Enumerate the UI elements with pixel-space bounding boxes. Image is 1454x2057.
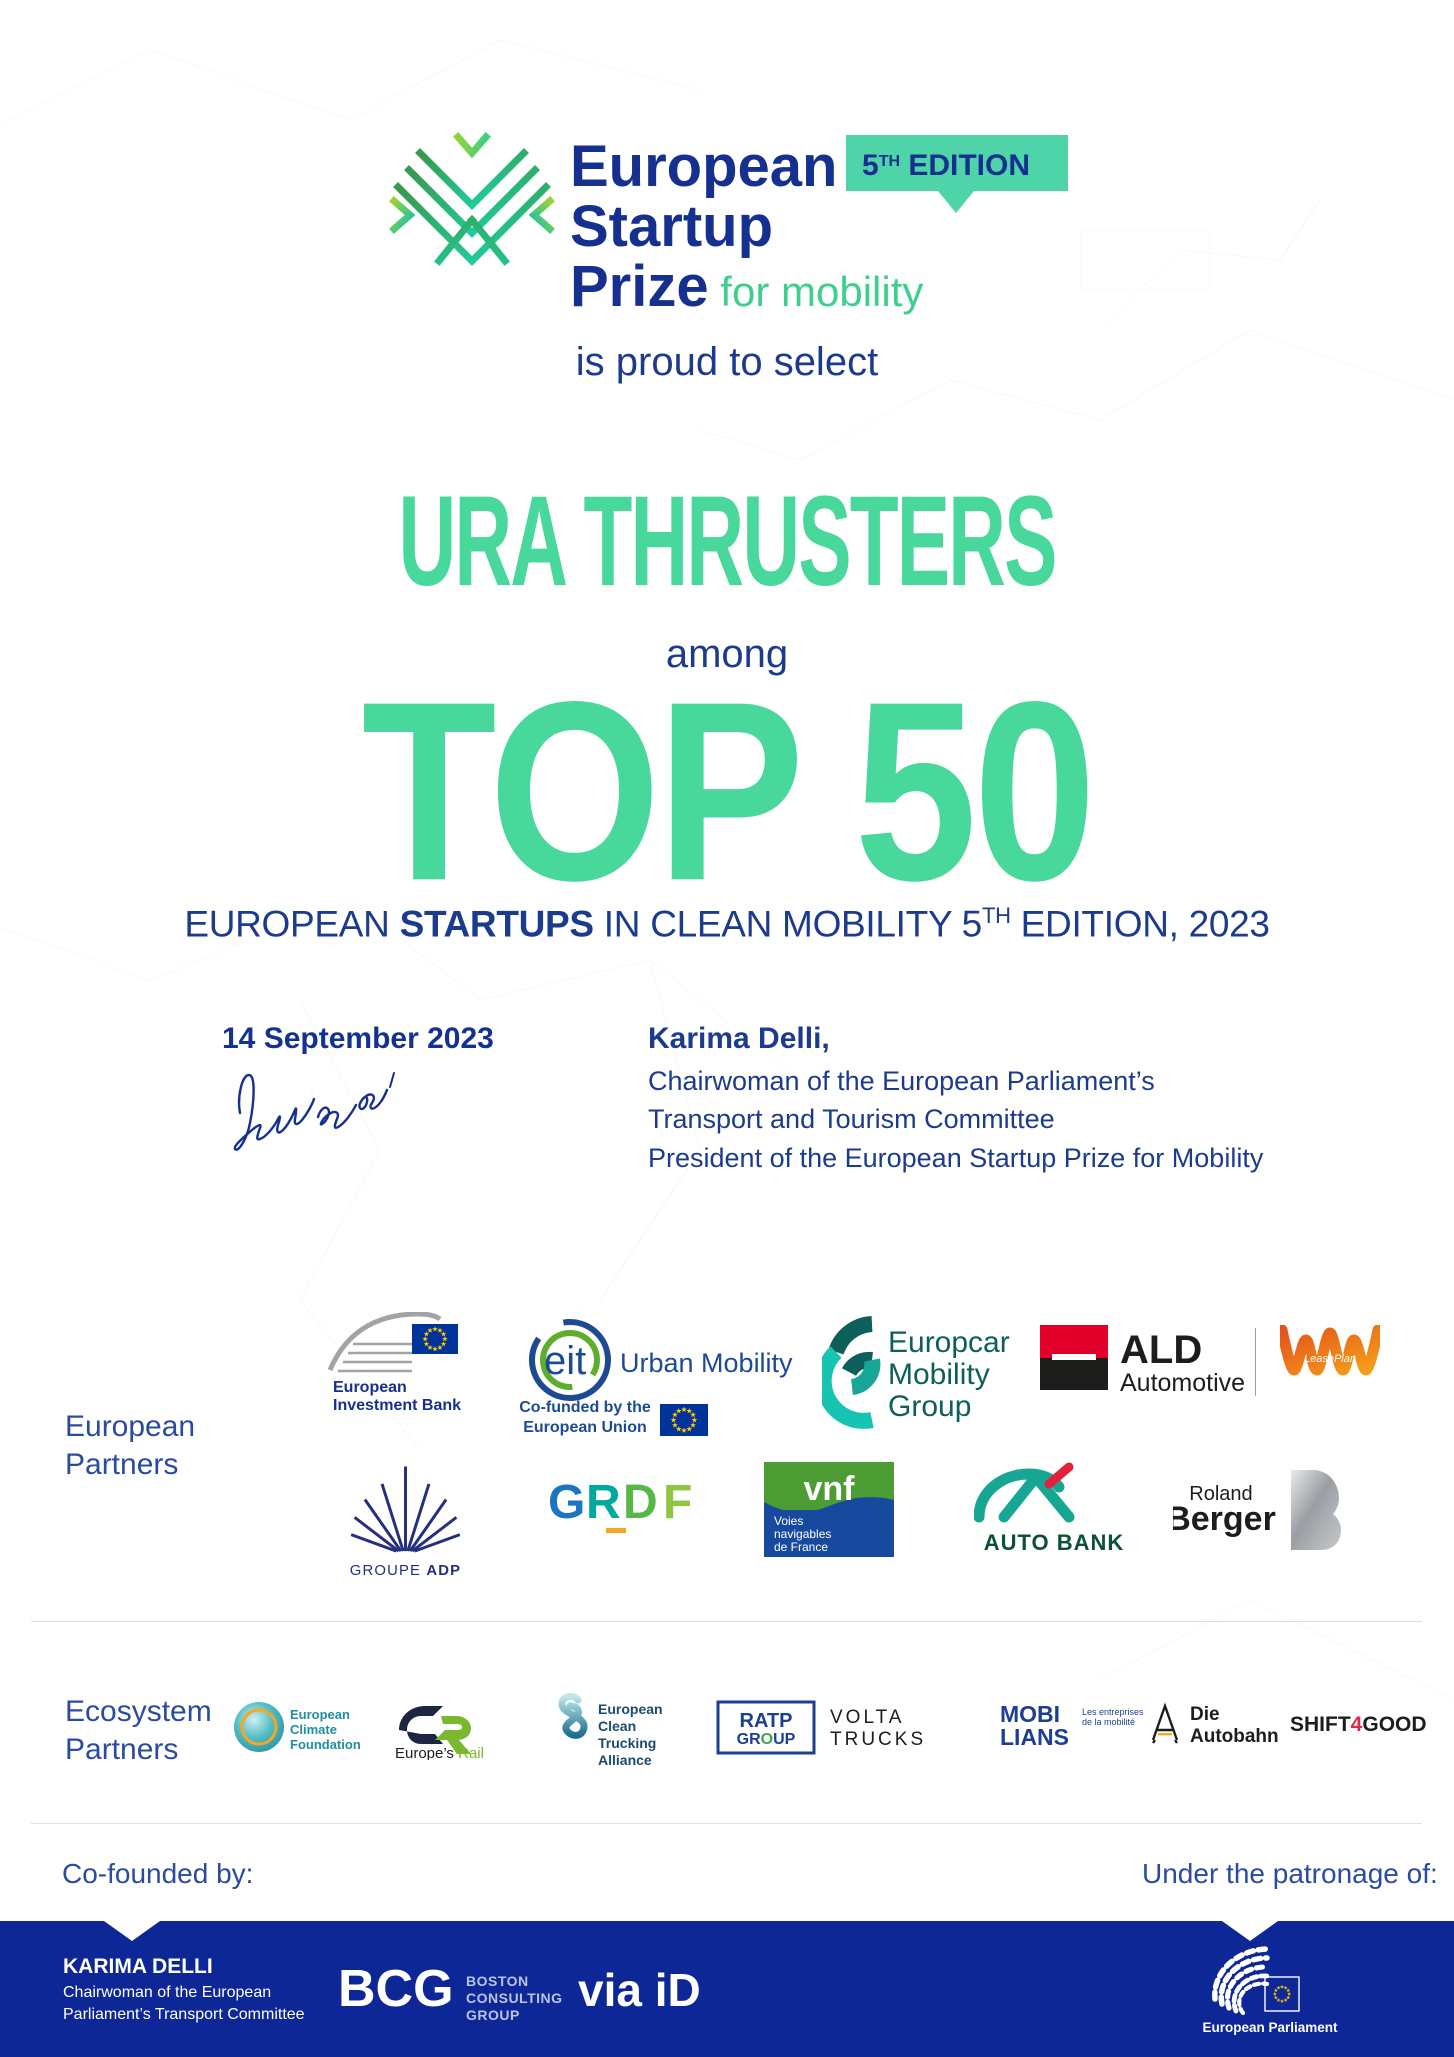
svg-text:CONSULTING: CONSULTING — [466, 1990, 563, 2006]
svg-text:D: D — [623, 1476, 658, 1529]
svg-text:GROUPE ADP: GROUPE ADP — [350, 1563, 461, 1579]
svg-text:Europcar: Europcar — [888, 1326, 1010, 1359]
svg-text:TRUCKS: TRUCKS — [830, 1729, 926, 1750]
svg-text:Trucking: Trucking — [598, 1735, 656, 1751]
svg-text:Urban Mobility: Urban Mobility — [620, 1348, 793, 1378]
svg-text:VOLTA: VOLTA — [830, 1707, 904, 1728]
svg-text:GROUP: GROUP — [737, 1731, 796, 1748]
svg-text:Co-funded by the: Co-funded by the — [519, 1399, 651, 1416]
svg-text:LIANS: LIANS — [1000, 1724, 1069, 1750]
svg-text:via iD: via iD — [578, 1964, 701, 2016]
svg-text:European: European — [290, 1707, 350, 1722]
svg-text:BCG: BCG — [338, 1960, 454, 2018]
svg-text:de la mobilité: de la mobilité — [1082, 1717, 1135, 1727]
svg-text:Berger: Berger — [1173, 1500, 1276, 1538]
svg-text:Alliance: Alliance — [598, 1752, 652, 1768]
svg-text:Climate: Climate — [290, 1722, 337, 1737]
svg-text:European: European — [333, 1379, 407, 1396]
svg-text:Automotive: Automotive — [1120, 1369, 1245, 1397]
svg-text:Foundation: Foundation — [290, 1737, 361, 1752]
svg-text:de France: de France — [774, 1540, 828, 1554]
svg-text:Die: Die — [1190, 1704, 1220, 1725]
svg-text:SHIFT4GOOD: SHIFT4GOOD — [1290, 1713, 1427, 1736]
svg-text:European Union: European Union — [523, 1419, 647, 1436]
svg-text:European: European — [598, 1701, 663, 1717]
svg-text:navigables: navigables — [774, 1527, 831, 1541]
svg-text:GROUP: GROUP — [466, 2007, 520, 2023]
svg-text:Europe’s Rail: Europe’s Rail — [395, 1745, 484, 1760]
svg-text:BOSTON: BOSTON — [466, 1973, 529, 1989]
svg-text:Investment Bank: Investment Bank — [333, 1397, 461, 1414]
svg-text:European: European — [570, 134, 838, 199]
svg-text:European Parliament: European Parliament — [1202, 2020, 1338, 2035]
svg-text:Mobility: Mobility — [888, 1358, 990, 1391]
svg-text:RATP: RATP — [740, 1710, 793, 1732]
svg-text:ALD: ALD — [1120, 1328, 1202, 1372]
svg-text:Group: Group — [888, 1390, 971, 1423]
svg-text:AUTO BANK: AUTO BANK — [984, 1530, 1125, 1555]
svg-text:G: G — [548, 1476, 585, 1529]
svg-text:LeasePlan: LeasePlan — [1304, 1353, 1356, 1365]
svg-text:Prize for mobility: Prize for mobility — [570, 254, 923, 319]
svg-text:R: R — [586, 1476, 621, 1529]
svg-text:F: F — [663, 1476, 692, 1529]
svg-text:Clean: Clean — [598, 1718, 636, 1734]
svg-text:Voies: Voies — [774, 1514, 803, 1528]
svg-text:Les entreprises: Les entreprises — [1082, 1707, 1144, 1717]
svg-text:vnf: vnf — [804, 1470, 856, 1508]
svg-text:Startup: Startup — [570, 194, 773, 259]
svg-text:Autobahn: Autobahn — [1190, 1726, 1279, 1747]
svg-text:eit: eit — [544, 1339, 586, 1383]
